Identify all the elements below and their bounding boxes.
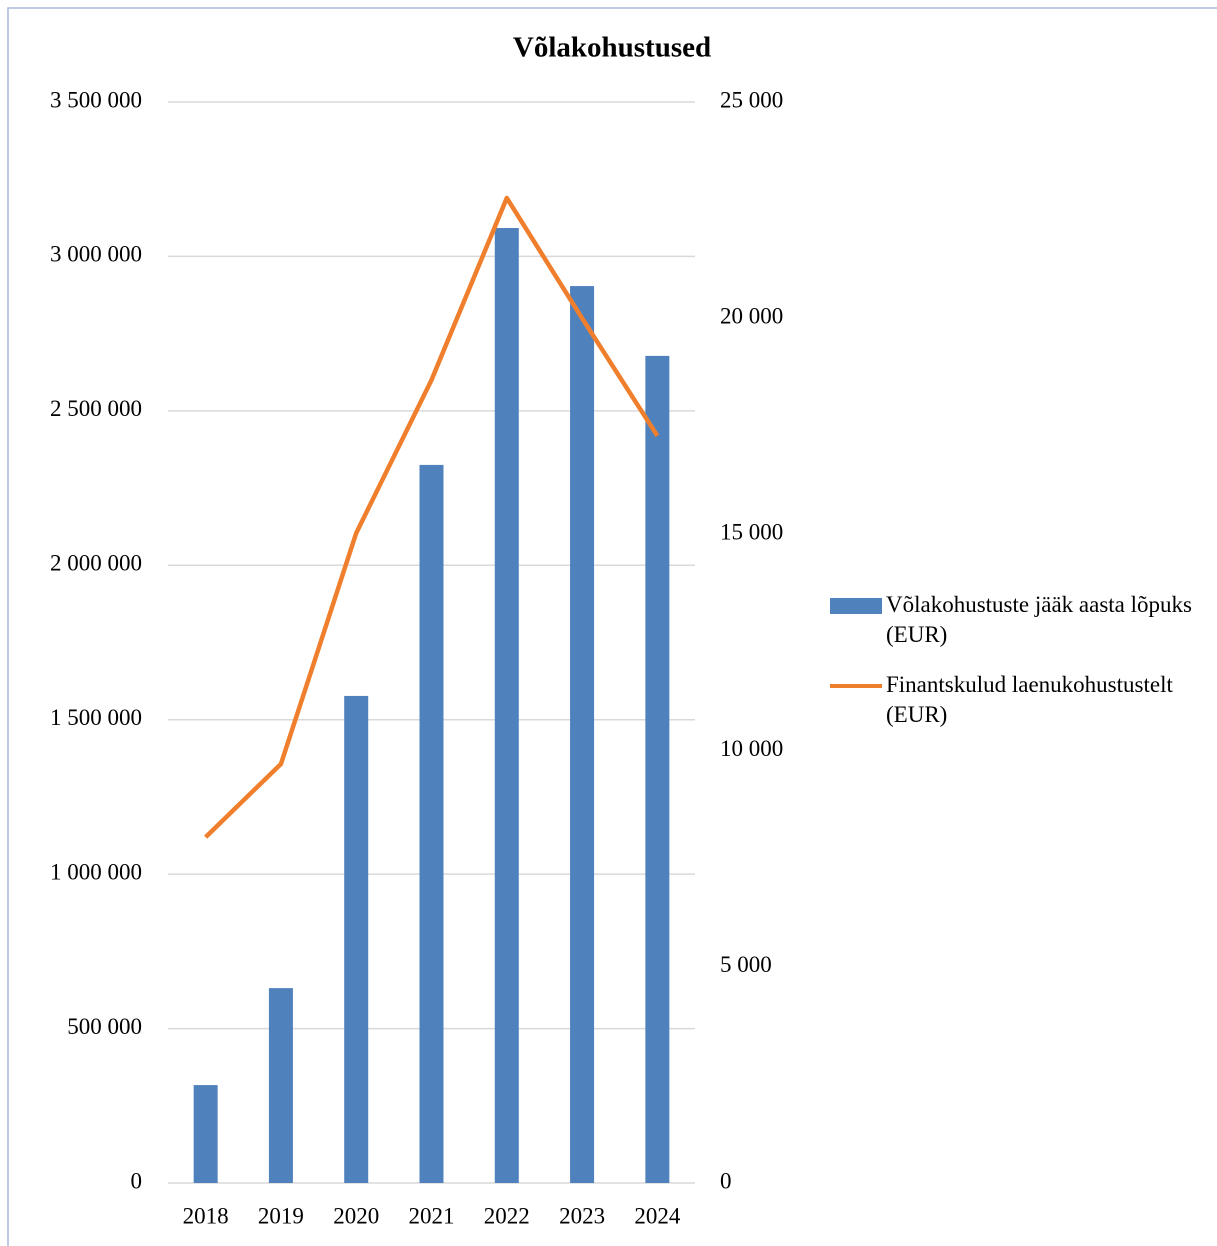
bar — [193, 1085, 218, 1183]
chart-border — [7, 7, 1217, 1246]
x-tick-label: 2020 — [333, 1203, 379, 1228]
y2-tick-label: 20 000 — [720, 303, 783, 328]
legend-label: Finantskulud laenukohustustelt (EUR) — [886, 672, 1173, 727]
y-tick-label: 3 000 000 — [50, 242, 142, 267]
y-tick-label: 0 — [131, 1168, 143, 1193]
bar — [419, 464, 444, 1184]
x-tick-label: 2022 — [484, 1203, 530, 1228]
y2-tick-label: 0 — [720, 1168, 732, 1193]
y-tick-label: 2 500 000 — [50, 396, 142, 421]
x-tick-label: 2024 — [634, 1203, 681, 1228]
y-tick-label: 1 500 000 — [50, 705, 142, 730]
bar — [494, 228, 519, 1183]
chart-title: Võlakohustused — [513, 32, 711, 64]
bar — [645, 355, 670, 1183]
x-tick-label: 2023 — [559, 1203, 605, 1228]
legend-entry: Võlakohustuste jääk aasta lõpuks (EUR) — [830, 590, 1210, 650]
legend-swatch — [830, 684, 882, 688]
y2-tick-label: 15 000 — [720, 520, 783, 545]
y-tick-label: 500 000 — [67, 1014, 142, 1039]
y-tick-label: 2 000 000 — [50, 551, 142, 576]
y2-tick-label: 5 000 — [720, 952, 772, 977]
legend-swatch — [830, 598, 882, 614]
legend-entry: Finantskulud laenukohustustelt (EUR) — [830, 670, 1210, 730]
line — [204, 195, 660, 839]
y2-tick-label: 10 000 — [720, 736, 783, 761]
x-tick-label: 2021 — [409, 1203, 455, 1228]
x-tick-label: 2018 — [183, 1203, 229, 1228]
legend-label: Võlakohustuste jääk aasta lõpuks (EUR) — [886, 592, 1192, 647]
bar — [570, 286, 595, 1183]
y-tick-label: 1 000 000 — [50, 859, 142, 884]
bar — [268, 988, 293, 1183]
x-tick-label: 2019 — [258, 1203, 304, 1228]
y2-tick-label: 25 000 — [720, 87, 783, 112]
y-tick-label: 3 500 000 — [50, 87, 142, 112]
bar — [344, 695, 369, 1183]
